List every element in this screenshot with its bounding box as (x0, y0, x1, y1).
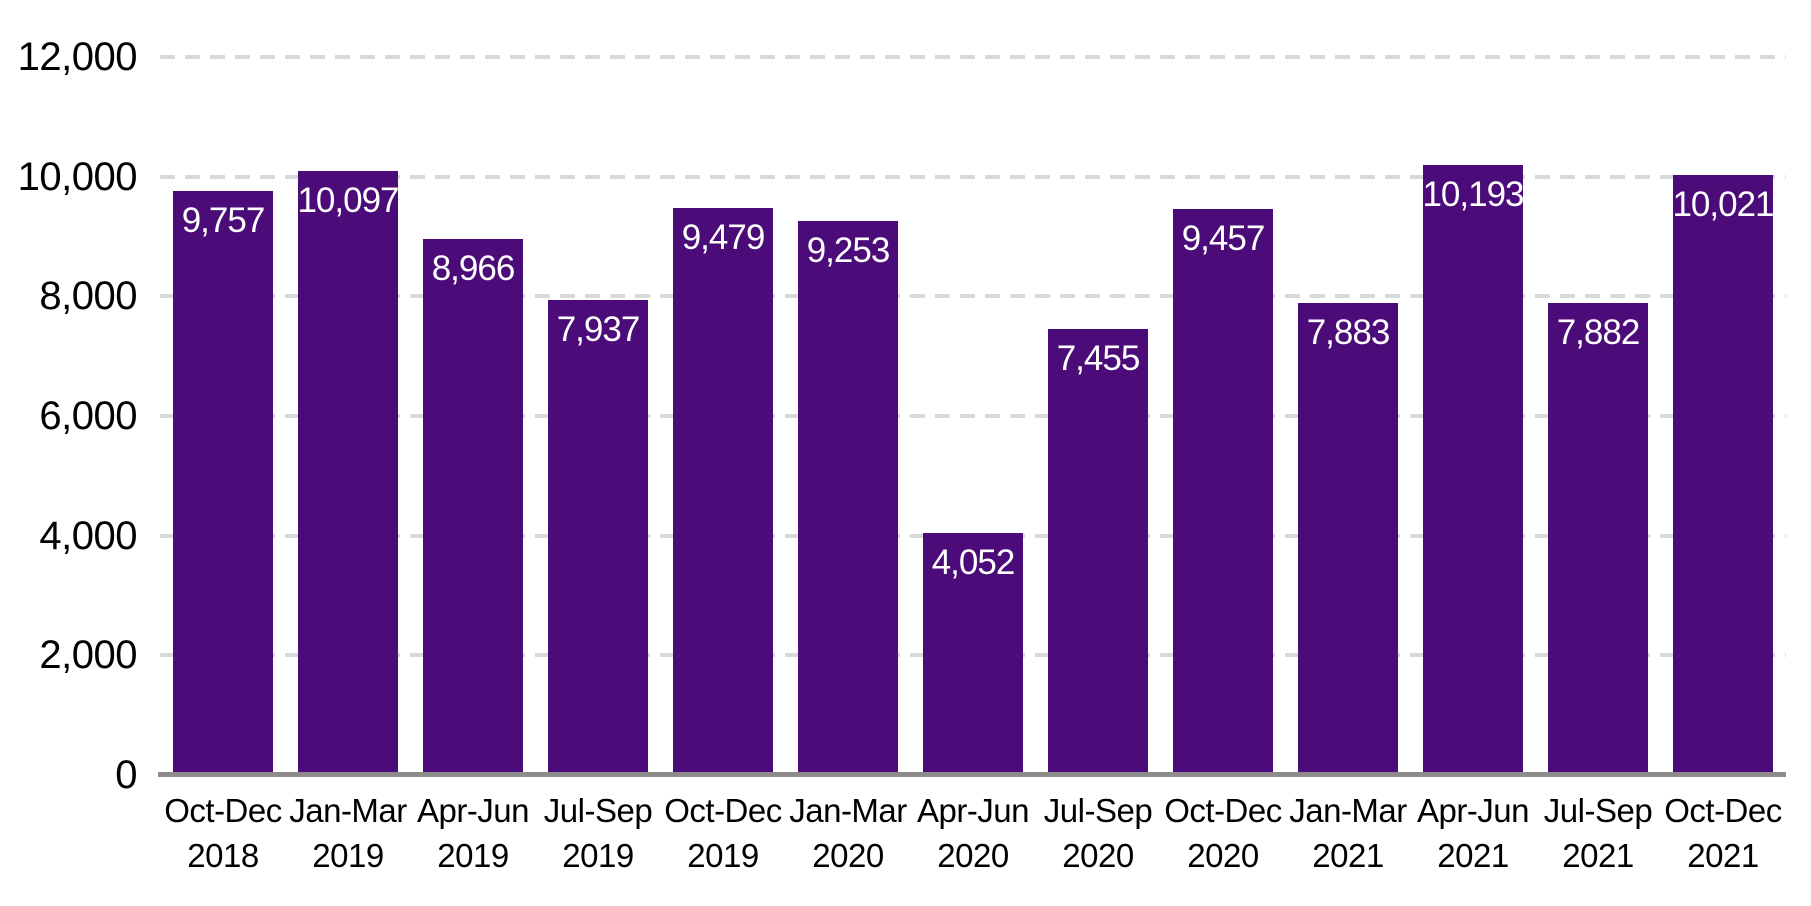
x-tick-quarter: Jul-Sep (1043, 792, 1153, 829)
bar-value-label: 7,455 (1056, 338, 1141, 378)
x-axis-tick-label: Jan-Mar 2019 (258, 788, 438, 878)
x-tick-year: 2018 (187, 837, 259, 874)
x-tick-quarter: Jan-Mar (289, 792, 407, 829)
x-axis-tick-label: Apr-Jun 2019 (383, 788, 563, 878)
x-tick-quarter: Jul-Sep (1543, 792, 1653, 829)
y-axis-tick-label: 0 (115, 753, 137, 797)
bar: 7,937 (548, 300, 648, 775)
x-axis-tick-label: Apr-Jun 2021 (1383, 788, 1563, 878)
bar: 9,457 (1173, 209, 1273, 775)
x-tick-quarter: Oct-Dec (664, 792, 782, 829)
bar: 7,883 (1298, 303, 1398, 775)
bar: 10,021 (1672, 175, 1775, 775)
x-axis-tick-label: Jul-Sep 2019 (508, 788, 688, 878)
bar-value-label: 4,052 (931, 542, 1016, 582)
y-axis-tick-label: 2,000 (39, 633, 137, 678)
x-tick-quarter: Jan-Mar (1289, 792, 1407, 829)
x-axis-line (158, 772, 1786, 777)
bar: 9,757 (173, 191, 273, 775)
y-axis-tick-label: 8,000 (39, 274, 137, 319)
x-tick-quarter: Jan-Mar (789, 792, 907, 829)
x-tick-quarter: Apr-Jun (916, 792, 1030, 829)
x-tick-year: 2021 (1687, 837, 1759, 874)
y-axis-tick-label: 4,000 (39, 513, 137, 558)
x-tick-year: 2019 (687, 837, 759, 874)
y-gridline (160, 174, 1786, 179)
x-axis-tick-label: Oct-Dec 2021 (1633, 788, 1811, 878)
x-tick-year: 2019 (562, 837, 634, 874)
bar-value-label: 8,966 (431, 248, 516, 288)
x-axis-tick-label: Jul-Sep 2020 (1008, 788, 1188, 878)
y-gridline (160, 294, 1786, 299)
bar-value-label: 9,479 (681, 217, 766, 257)
x-axis-tick-label: Jan-Mar 2020 (758, 788, 938, 878)
y-axis-tick-label: 6,000 (39, 394, 137, 438)
x-tick-year: 2021 (1437, 837, 1509, 874)
bar-value-label: 9,457 (1181, 219, 1266, 259)
bar-value-label: 10,021 (1672, 185, 1774, 225)
bar: 10,193 (1422, 165, 1525, 775)
x-axis-tick-label: Apr-Jun 2020 (883, 788, 1063, 878)
y-axis-tick-label: 10,000 (17, 154, 138, 199)
bar: 9,253 (798, 221, 898, 775)
bar-value-label: 9,757 (181, 201, 266, 241)
x-tick-quarter: Apr-Jun (1416, 792, 1530, 829)
bar-value-label: 7,937 (556, 310, 641, 350)
x-tick-year: 2019 (437, 837, 509, 874)
bar: 4,052 (923, 532, 1023, 775)
x-axis-tick-label: Jan-Mar 2021 (1258, 788, 1438, 878)
x-axis-tick-label: Oct-Dec 2019 (633, 788, 813, 878)
x-axis-tick-label: Oct-Dec 2020 (1133, 788, 1313, 878)
x-tick-quarter: Jul-Sep (543, 792, 653, 829)
bar: 10,097 (297, 170, 400, 775)
bar-value-label: 7,882 (1556, 313, 1641, 353)
x-tick-year: 2020 (937, 837, 1009, 874)
y-axis-tick-label: 12,000 (17, 35, 138, 79)
bar-value-label: 7,883 (1306, 313, 1391, 353)
x-tick-quarter: Oct-Dec (1664, 792, 1782, 829)
x-tick-quarter: Apr-Jun (416, 792, 530, 829)
bar-value-label: 10,193 (1422, 175, 1524, 215)
bar: 9,479 (673, 207, 773, 775)
x-tick-year: 2019 (312, 837, 384, 874)
x-axis-tick-label: Oct-Dec 2018 (133, 788, 313, 878)
x-tick-year: 2020 (1062, 837, 1134, 874)
y-gridline (160, 55, 1786, 59)
bar: 7,882 (1548, 303, 1648, 775)
bar-value-label: 10,097 (297, 180, 399, 220)
x-tick-year: 2021 (1312, 837, 1384, 874)
y-gridline (160, 414, 1786, 418)
x-tick-quarter: Oct-Dec (1164, 792, 1282, 829)
x-tick-year: 2020 (1187, 837, 1259, 874)
bar-value-label: 9,253 (806, 231, 891, 271)
bar: 7,455 (1048, 328, 1148, 775)
x-tick-quarter: Oct-Dec (164, 792, 282, 829)
x-tick-year: 2021 (1562, 837, 1634, 874)
x-axis-tick-label: Jul-Sep 2021 (1508, 788, 1688, 878)
bar: 8,966 (423, 238, 523, 775)
x-tick-year: 2020 (812, 837, 884, 874)
